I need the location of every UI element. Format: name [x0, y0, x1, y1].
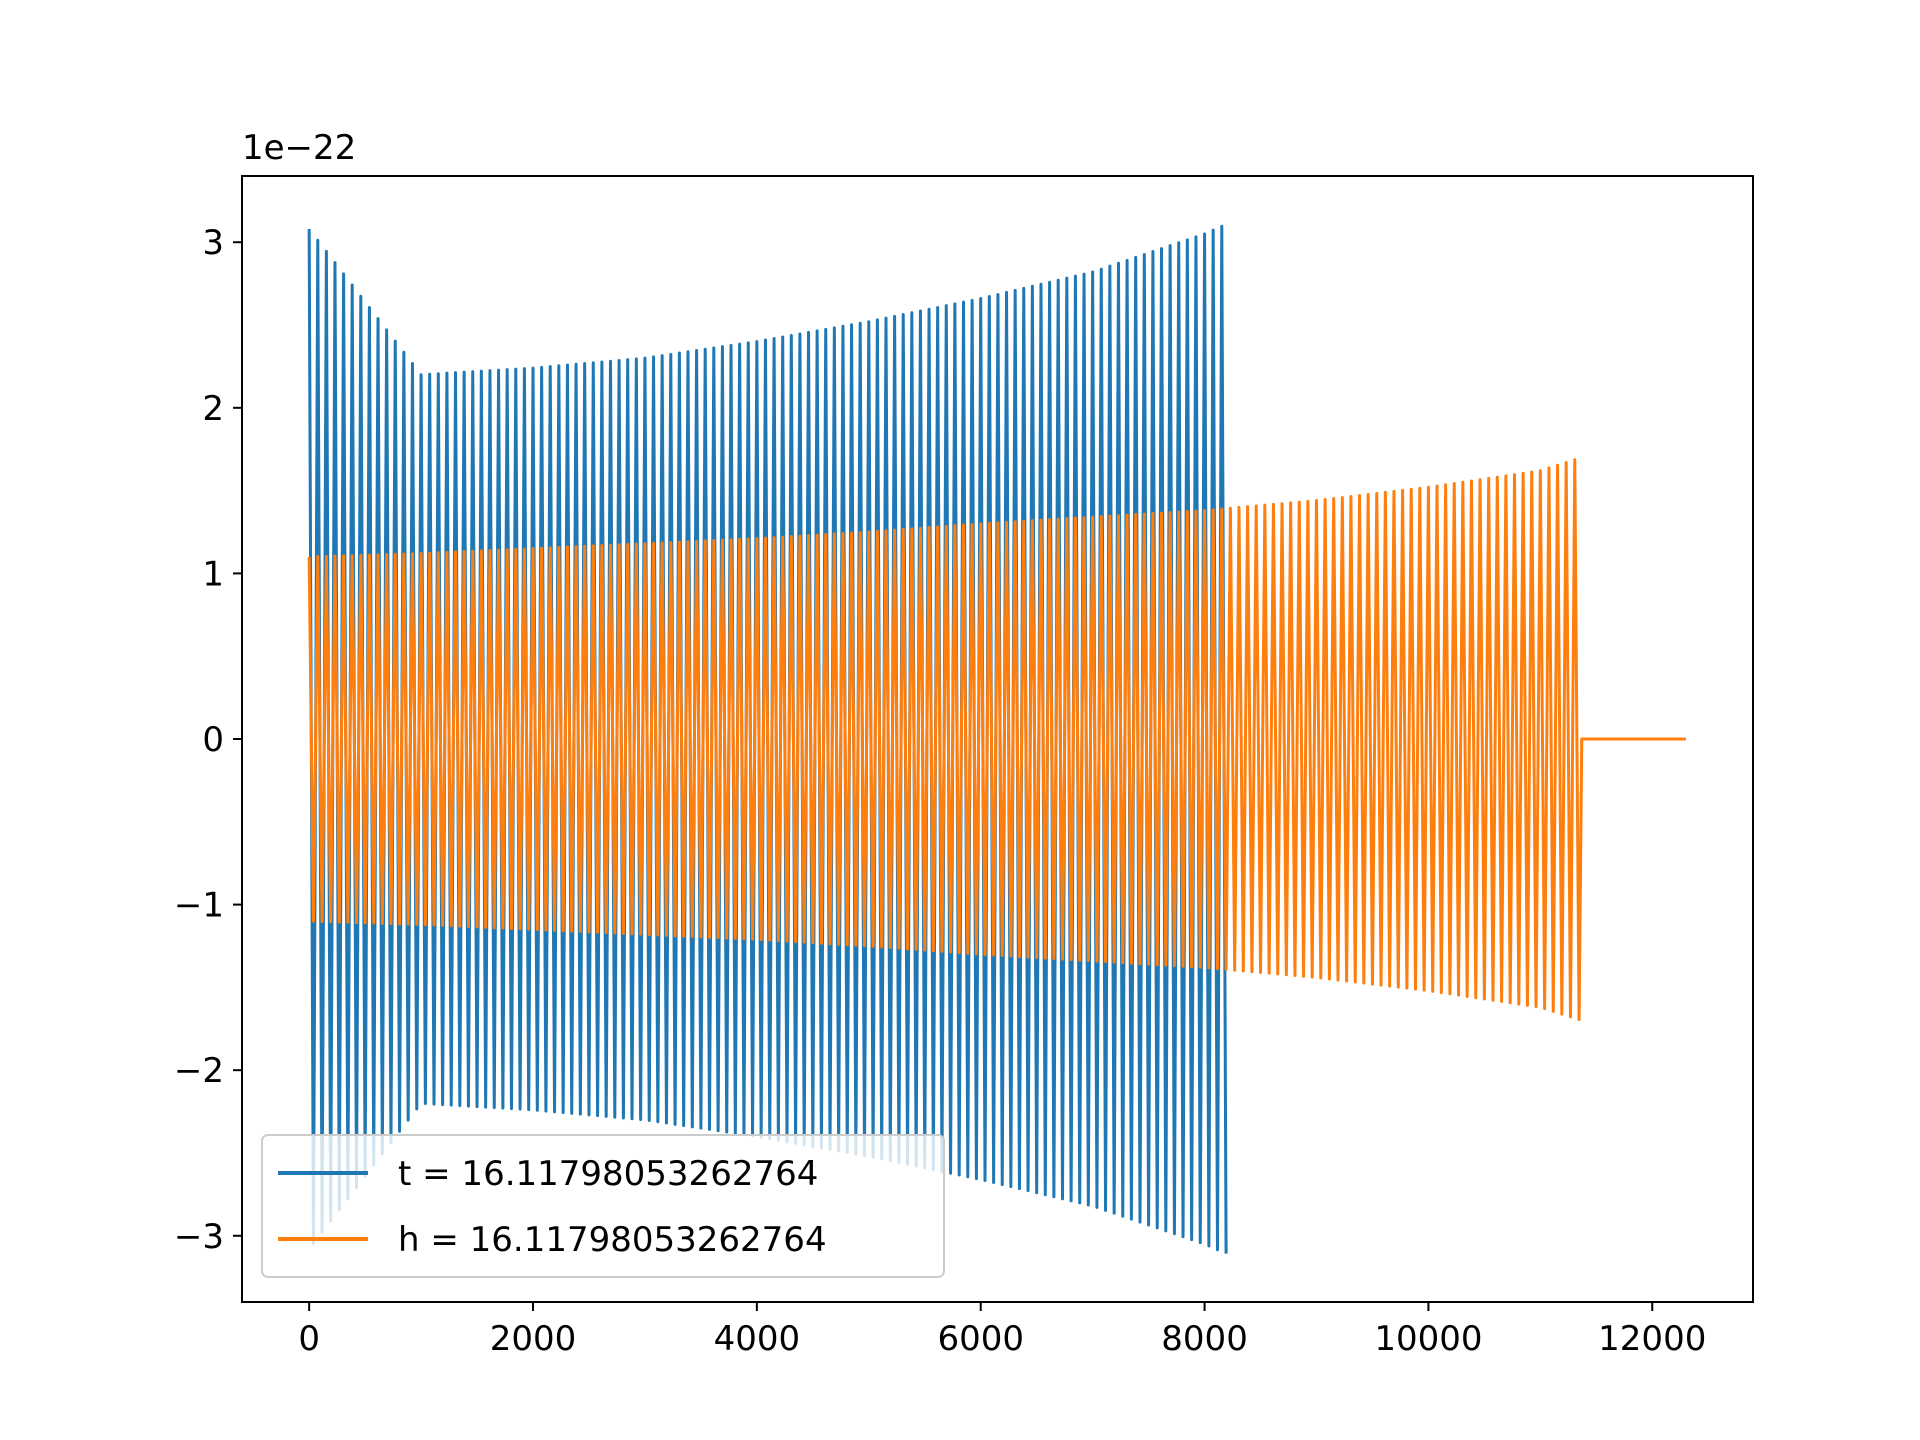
y-tick-label: 0 [202, 720, 224, 760]
x-tick-label: 0 [298, 1319, 320, 1359]
legend-label-t: t = 16.11798053262764 [398, 1154, 818, 1194]
y-offset-label: 1e−22 [242, 128, 356, 168]
x-tick-label: 12000 [1598, 1319, 1706, 1359]
y-tick-label: 1 [202, 554, 224, 594]
x-tick-label: 2000 [490, 1319, 577, 1359]
y-tick-label: −2 [174, 1051, 224, 1091]
y-tick-label: 2 [202, 389, 224, 429]
x-tick-label: 8000 [1161, 1319, 1248, 1359]
legend-label-h: h = 16.11798053262764 [398, 1220, 827, 1260]
x-tick-label: 10000 [1374, 1319, 1482, 1359]
legend: t = 16.11798053262764 h = 16.117980532627… [261, 1134, 945, 1278]
x-tick-label: 4000 [714, 1319, 801, 1359]
y-tick-label: 3 [202, 223, 224, 263]
plot-area [307, 224, 1686, 1254]
axes-layer: 0 2000 4000 6000 8000 10000 12000 −3 −2 −1 0 1 2 3 [174, 175, 1754, 1359]
y-tick-label: −1 [174, 886, 224, 926]
legend-box [261, 1134, 945, 1278]
series-line-h [307, 458, 1686, 1022]
y-tick-label: −3 [174, 1217, 224, 1257]
x-tick-label: 6000 [937, 1319, 1024, 1359]
